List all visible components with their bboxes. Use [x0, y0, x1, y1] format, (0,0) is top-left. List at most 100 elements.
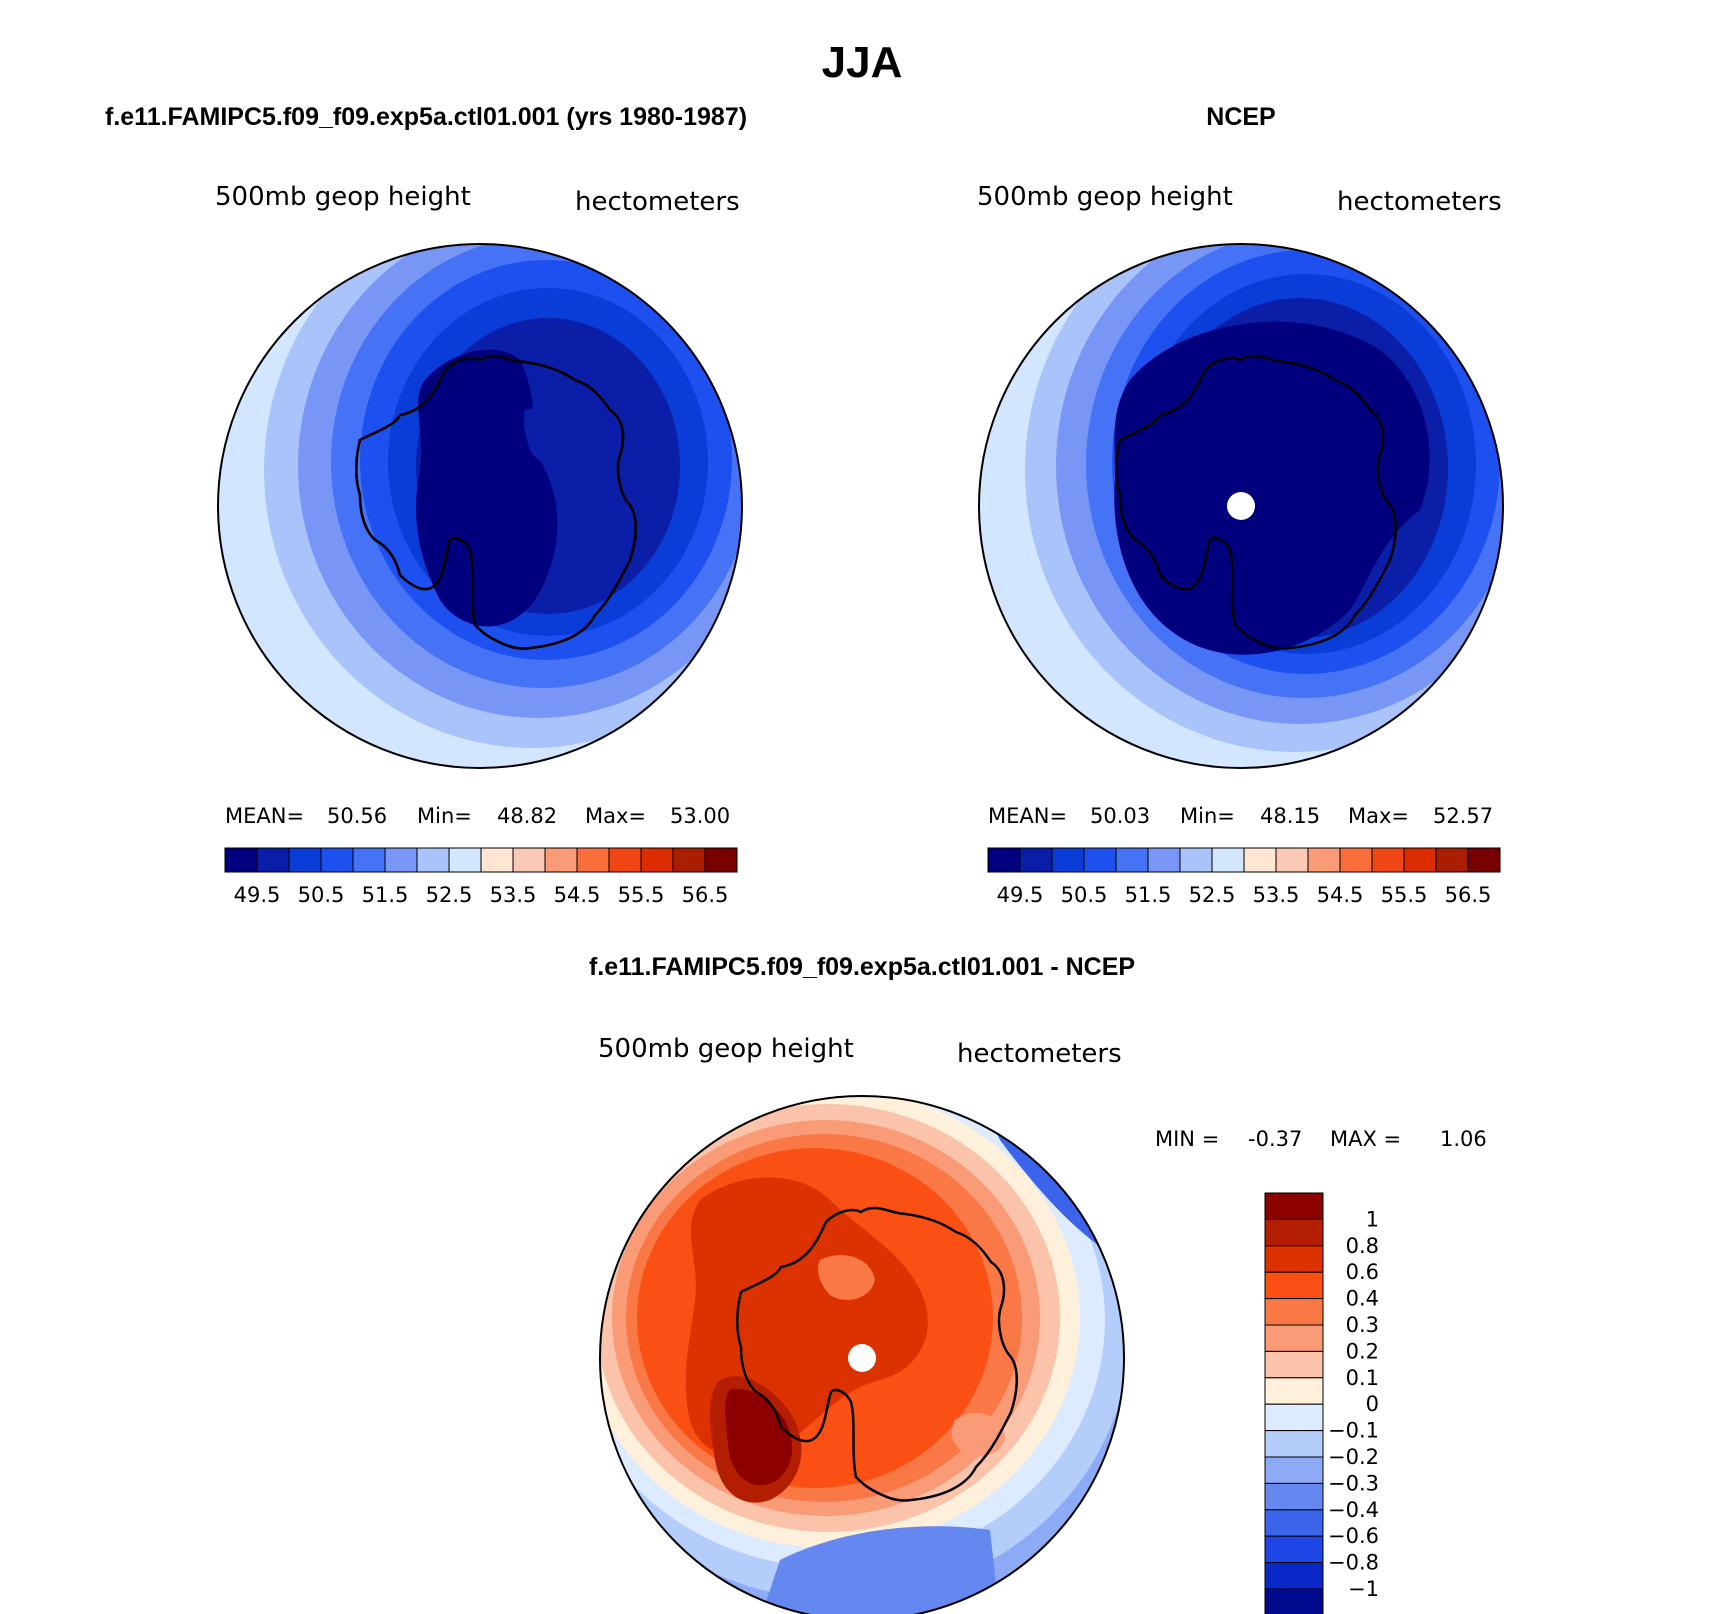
colorbar-tick-label: 0.6 [1346, 1260, 1379, 1284]
colorbar-swatch [1339, 847, 1373, 873]
colorbar-swatch [1264, 1588, 1324, 1614]
colorbar-swatch [1019, 847, 1053, 873]
colorbar-tick-label: 56.5 [1445, 883, 1492, 907]
colorbar-swatch [987, 847, 1021, 873]
colorbar-tick-label: 51.5 [362, 883, 409, 907]
colorbar-tick-label: 54.5 [554, 883, 601, 907]
colorbar-tick-label: 53.5 [1253, 883, 1300, 907]
colorbar-tick-label: 55.5 [1381, 883, 1428, 907]
colorbar-swatch [448, 847, 482, 873]
pole-hole [848, 1344, 876, 1372]
panel-ncep-min-label: Min= [1180, 804, 1235, 828]
colorbar-swatch [640, 847, 674, 873]
colorbar-tick-label: 0 [1366, 1392, 1379, 1416]
panel-ncep-units-label: hectometers [1337, 187, 1502, 217]
colorbar-swatch [480, 847, 514, 873]
panel-model-max-label: Max= [585, 804, 646, 828]
panel-model-min-label: Min= [417, 804, 472, 828]
colorbar-tick-label: −0.4 [1328, 1498, 1379, 1522]
colorbar-swatch [1211, 847, 1245, 873]
colorbar-swatch [1467, 847, 1501, 873]
panel-difference-title: f.e11.FAMIPC5.f09_f09.exp5a.ctl01.001 - … [589, 953, 1135, 981]
colorbar-swatch [704, 847, 738, 873]
colorbar-tick-label: −0.3 [1328, 1471, 1379, 1495]
figure-title: JJA [822, 38, 903, 87]
colorbar-tick-label: 54.5 [1317, 883, 1364, 907]
colorbar-tick-label: 55.5 [618, 883, 665, 907]
colorbar-tick-label: −0.2 [1328, 1445, 1379, 1469]
colorbar-tick-label: 51.5 [1125, 883, 1172, 907]
panel-model-colorbar: 49.5 50.5 51.5 52.5 53.5 54.5 55.5 56.5 [224, 847, 738, 907]
map-level-2-patch [523, 407, 586, 465]
panel-ncep-left-label: 500mb geop height [977, 182, 1233, 212]
coastline-antarctica [736, 1206, 1018, 1502]
colorbar-tick-label: 1 [1366, 1207, 1379, 1231]
panel-model-mean: 50.56 [327, 804, 387, 828]
panel-difference-colorbar: 1 0.80.6 0.40.30.2 0.10 −0.1−0.2−0.3 −0.4−0.6… [1264, 1192, 1379, 1614]
colorbar-swatch [416, 847, 450, 873]
colorbar-swatch [1264, 1562, 1324, 1590]
coastline-antarctica [1115, 354, 1397, 650]
colorbar-swatch [1051, 847, 1085, 873]
colorbar-tick-label: 52.5 [1189, 883, 1236, 907]
colorbar-swatch [1264, 1271, 1324, 1300]
colorbar-swatch [1115, 847, 1149, 873]
colorbar-tick-label: 0.8 [1346, 1234, 1379, 1258]
panel-model-left-label: 500mb geop height [215, 182, 471, 212]
colorbar-tick-label: 0.2 [1346, 1339, 1379, 1363]
panel-model-title: f.e11.FAMIPC5.f09_f09.exp5a.ctl01.001 (y… [105, 103, 747, 131]
colorbar-swatch [384, 847, 418, 873]
panel-difference-min: -0.37 [1248, 1127, 1302, 1151]
panel-difference-left-label: 500mb geop height [598, 1034, 854, 1064]
panel-ncep-max: 52.57 [1433, 804, 1493, 828]
panel-model-mean-label: MEAN= [225, 804, 304, 828]
colorbar-tick-label: 50.5 [298, 883, 345, 907]
panel-difference-max-label: MAX = [1330, 1127, 1401, 1151]
pole-hole [1227, 492, 1255, 520]
colorbar-swatch [1243, 847, 1277, 873]
panel-ncep-min: 48.15 [1260, 804, 1320, 828]
panel-difference-map-border [599, 1095, 1125, 1614]
panel-ncep-mean: 50.03 [1090, 804, 1150, 828]
panel-difference-min-label: MIN = [1155, 1127, 1219, 1151]
panel-ncep: NCEP 500mb geop height hectometers MEAN=… [977, 103, 1504, 907]
colorbar-swatch [1264, 1482, 1324, 1511]
colorbar-swatch [1083, 847, 1117, 873]
coastline-antarctica [355, 354, 637, 650]
colorbar-swatch [1264, 1509, 1324, 1537]
colorbar-tick-label: −1 [1348, 1577, 1379, 1601]
panel-model-units-label: hectometers [575, 187, 740, 217]
panel-ncep-map [979, 244, 1503, 768]
map-level-1 [416, 349, 558, 627]
colorbar-tick-label: −0.6 [1328, 1524, 1379, 1548]
colorbar-swatch [1179, 847, 1213, 873]
colorbar-swatch [224, 847, 258, 873]
panel-model-max: 53.00 [670, 804, 730, 828]
colorbar-swatch [1264, 1324, 1324, 1352]
panel-model-map-border [217, 243, 743, 769]
colorbar-swatch [1264, 1535, 1324, 1564]
colorbar-swatch [1264, 1298, 1324, 1326]
panel-model-map [218, 244, 742, 768]
panel-difference-units-label: hectometers [957, 1039, 1122, 1069]
colorbar-tick-label: 0.3 [1346, 1313, 1379, 1337]
panel-difference: f.e11.FAMIPC5.f09_f09.exp5a.ctl01.001 - … [589, 953, 1487, 1614]
colorbar-tick-label: 49.5 [234, 883, 281, 907]
colorbar-tick-label: 53.5 [490, 883, 537, 907]
panel-ncep-title: NCEP [1206, 103, 1275, 131]
colorbar-tick-label: −0.8 [1328, 1551, 1379, 1575]
colorbar-swatch [1264, 1377, 1324, 1405]
colorbar-tick-label: 56.5 [682, 883, 729, 907]
colorbar-swatch [256, 847, 290, 873]
colorbar-tick-label: 0.1 [1346, 1366, 1379, 1390]
panel-ncep-max-label: Max= [1348, 804, 1409, 828]
colorbar-swatch [544, 847, 578, 873]
colorbar-swatch [1264, 1218, 1324, 1247]
colorbar-tick-label: −0.1 [1328, 1419, 1379, 1443]
colorbar-swatch [608, 847, 642, 873]
colorbar-tick-label: 0.4 [1346, 1287, 1379, 1311]
colorbar-swatch [352, 847, 386, 873]
map-level-1 [1114, 321, 1430, 655]
colorbar-tick-label: 52.5 [426, 883, 473, 907]
